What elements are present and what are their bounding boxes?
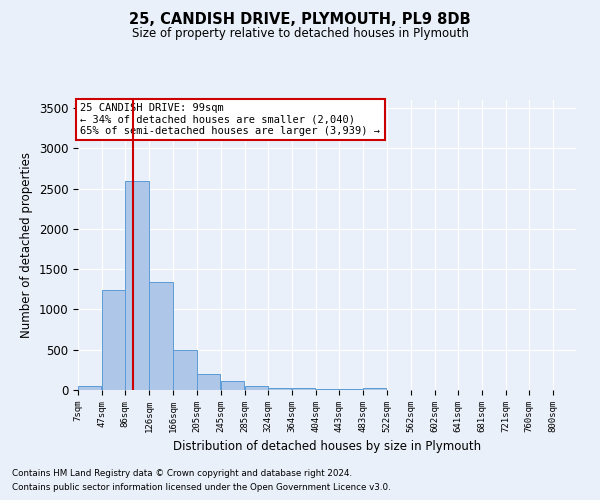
Y-axis label: Number of detached properties: Number of detached properties [20, 152, 33, 338]
Bar [78, 386, 101, 390]
Bar [221, 380, 244, 390]
Text: 25, CANDISH DRIVE, PLYMOUTH, PL9 8DB: 25, CANDISH DRIVE, PLYMOUTH, PL9 8DB [129, 12, 471, 28]
Bar [245, 386, 268, 390]
Bar [316, 389, 339, 390]
Bar [149, 282, 173, 390]
Bar [340, 389, 362, 390]
Bar [292, 388, 315, 390]
Bar [364, 388, 386, 390]
Text: 25 CANDISH DRIVE: 99sqm
← 34% of detached houses are smaller (2,040)
65% of semi: 25 CANDISH DRIVE: 99sqm ← 34% of detache… [80, 103, 380, 136]
Bar [125, 182, 149, 390]
Bar [197, 374, 220, 390]
Bar [173, 350, 197, 390]
Text: Contains public sector information licensed under the Open Government Licence v3: Contains public sector information licen… [12, 484, 391, 492]
Bar [268, 388, 291, 390]
Text: Size of property relative to detached houses in Plymouth: Size of property relative to detached ho… [131, 28, 469, 40]
Text: Contains HM Land Registry data © Crown copyright and database right 2024.: Contains HM Land Registry data © Crown c… [12, 468, 352, 477]
Bar [102, 290, 125, 390]
X-axis label: Distribution of detached houses by size in Plymouth: Distribution of detached houses by size … [173, 440, 481, 454]
